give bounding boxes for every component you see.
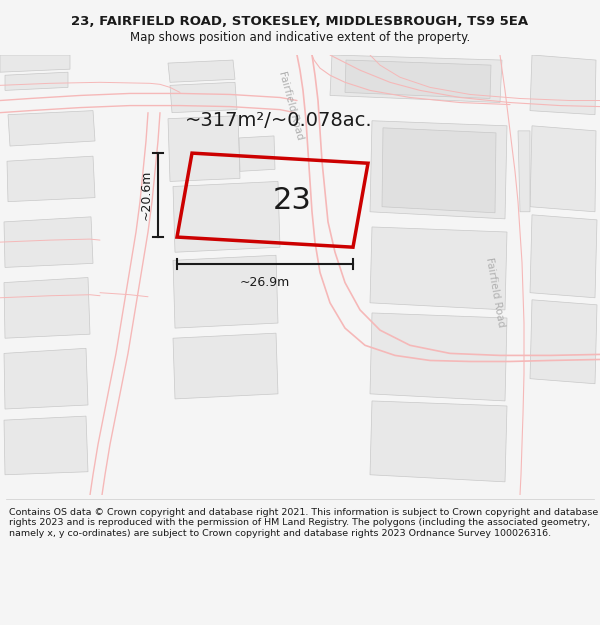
- Polygon shape: [4, 348, 88, 409]
- Text: ~317m²/~0.078ac.: ~317m²/~0.078ac.: [185, 111, 373, 130]
- Text: 23, FAIRFIELD ROAD, STOKESLEY, MIDDLESBROUGH, TS9 5EA: 23, FAIRFIELD ROAD, STOKESLEY, MIDDLESBR…: [71, 16, 529, 28]
- Polygon shape: [4, 278, 90, 338]
- Text: 23: 23: [273, 186, 312, 214]
- Polygon shape: [530, 215, 597, 298]
- Polygon shape: [370, 121, 507, 219]
- Polygon shape: [239, 136, 275, 171]
- Text: ~20.6m: ~20.6m: [139, 170, 152, 220]
- Polygon shape: [4, 416, 88, 475]
- Polygon shape: [7, 156, 95, 202]
- Polygon shape: [4, 217, 93, 268]
- Text: Fairfield Road: Fairfield Road: [277, 70, 305, 141]
- Text: Fairfield Road: Fairfield Road: [484, 257, 506, 328]
- Polygon shape: [168, 116, 240, 181]
- Polygon shape: [530, 126, 596, 212]
- Polygon shape: [382, 128, 496, 213]
- Polygon shape: [168, 60, 235, 82]
- Polygon shape: [8, 111, 95, 146]
- Text: Contains OS data © Crown copyright and database right 2021. This information is : Contains OS data © Crown copyright and d…: [9, 508, 598, 538]
- Polygon shape: [0, 55, 70, 72]
- Polygon shape: [518, 131, 530, 212]
- Polygon shape: [173, 255, 278, 328]
- Polygon shape: [173, 181, 280, 253]
- Polygon shape: [345, 60, 491, 99]
- Polygon shape: [530, 300, 597, 384]
- Polygon shape: [173, 333, 278, 399]
- Polygon shape: [330, 55, 502, 102]
- Polygon shape: [370, 313, 507, 401]
- Polygon shape: [170, 82, 237, 112]
- Polygon shape: [370, 227, 507, 310]
- Text: Map shows position and indicative extent of the property.: Map shows position and indicative extent…: [130, 31, 470, 44]
- Polygon shape: [530, 55, 596, 114]
- Polygon shape: [370, 401, 507, 482]
- Polygon shape: [5, 72, 68, 91]
- Text: ~26.9m: ~26.9m: [240, 276, 290, 289]
